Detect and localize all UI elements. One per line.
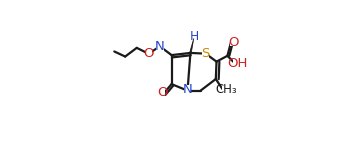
FancyBboxPatch shape xyxy=(202,49,210,58)
Text: O: O xyxy=(157,86,168,99)
Text: OH: OH xyxy=(228,57,248,70)
FancyBboxPatch shape xyxy=(144,49,152,58)
Text: N: N xyxy=(155,40,165,53)
FancyBboxPatch shape xyxy=(233,59,243,67)
FancyBboxPatch shape xyxy=(184,85,191,95)
Text: S: S xyxy=(202,47,210,60)
FancyBboxPatch shape xyxy=(156,42,164,51)
Text: O: O xyxy=(143,47,153,60)
FancyBboxPatch shape xyxy=(222,86,232,94)
FancyBboxPatch shape xyxy=(230,38,235,46)
Text: CH₃: CH₃ xyxy=(216,83,237,96)
Text: H: H xyxy=(190,30,199,43)
Text: N: N xyxy=(183,83,192,96)
Text: O: O xyxy=(228,36,238,49)
FancyBboxPatch shape xyxy=(191,33,198,41)
FancyBboxPatch shape xyxy=(159,89,165,98)
Polygon shape xyxy=(190,38,194,53)
